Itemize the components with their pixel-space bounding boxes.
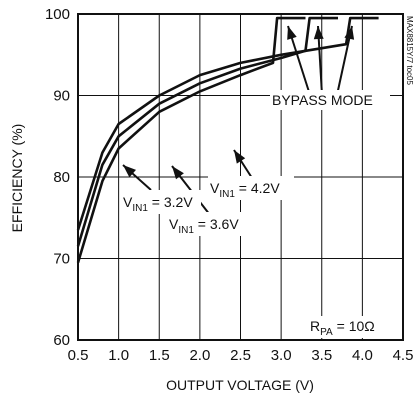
series-label-4-2v-prefix: V bbox=[210, 180, 220, 196]
y-tick-label: 60 bbox=[53, 332, 70, 349]
series-lines bbox=[76, 16, 379, 263]
series-label-3-2v: VIN1 = 3.2V bbox=[123, 194, 193, 214]
y-axis-title: EFFICIENCY (%) bbox=[9, 124, 25, 233]
series-label-3-2v-suffix: = 3.2V bbox=[148, 194, 193, 210]
x-tick-label: 4.5 bbox=[393, 347, 414, 364]
series-label-3-2v-prefix: V bbox=[123, 194, 133, 210]
label-bg-1 bbox=[121, 190, 201, 214]
y-tick-label: 80 bbox=[53, 169, 70, 186]
x-tick-label: 4.0 bbox=[352, 347, 373, 364]
x-tick-label: 1.5 bbox=[149, 347, 170, 364]
series-label-4-2v-sub: IN1 bbox=[219, 189, 235, 200]
x-tick-label: 1.0 bbox=[108, 347, 129, 364]
annotation-labels: VIN1 = 4.2V VIN1 = 3.6V VIN1 = 3.2V BYPA… bbox=[121, 90, 390, 338]
arrow-vin-4-2v-head bbox=[234, 150, 246, 164]
arrow-bypass-1-head bbox=[287, 26, 297, 40]
arrow-bypass-3-head bbox=[344, 26, 355, 40]
series-label-3-6v-suffix: = 3.6V bbox=[194, 216, 239, 232]
arrow-bypass-2-head bbox=[313, 26, 324, 40]
label-bg-3 bbox=[208, 176, 294, 200]
series-label-3-6v-sub: IN1 bbox=[178, 225, 194, 236]
rpa-suffix: = 10Ω bbox=[333, 318, 375, 334]
x-tick-label: 3.0 bbox=[271, 347, 292, 364]
x-tick-labels: 0.5 1.0 1.5 2.0 2.5 3.0 3.5 4.0 4.5 bbox=[68, 347, 414, 364]
rpa-sub: PA bbox=[320, 327, 333, 338]
arrow-vin-3-6v-head bbox=[172, 166, 184, 180]
series-label-3-6v: VIN1 = 3.6V bbox=[169, 216, 239, 236]
y-tick-label: 100 bbox=[45, 6, 70, 23]
x-tick-label: 2.0 bbox=[189, 347, 210, 364]
bypass-mode-label: BYPASS MODE bbox=[272, 92, 373, 108]
x-tick-label: 2.5 bbox=[230, 347, 251, 364]
label-bg-2 bbox=[167, 212, 253, 236]
series-line-2 bbox=[76, 16, 338, 247]
side-reference-label: MAX8815Y/7 toc05 bbox=[405, 16, 414, 85]
x-tick-label: 3.5 bbox=[311, 347, 332, 364]
series-label-4-2v: VIN1 = 4.2V bbox=[210, 180, 280, 200]
label-bg-bypass bbox=[270, 90, 390, 110]
annotation-arrows bbox=[122, 25, 355, 216]
arrow-vin-3-2v-head bbox=[123, 165, 136, 178]
rpa-prefix: R bbox=[310, 318, 320, 334]
series-label-4-2v-suffix: = 4.2V bbox=[235, 180, 280, 196]
y-tick-label: 90 bbox=[53, 88, 70, 105]
label-bg-rpa bbox=[308, 316, 388, 338]
series-label-3-2v-sub: IN1 bbox=[132, 203, 148, 214]
series-line-3 bbox=[76, 16, 379, 231]
series-line-1 bbox=[76, 16, 306, 263]
rpa-label: RPA = 10Ω bbox=[310, 318, 375, 338]
y-tick-label: 70 bbox=[53, 251, 70, 268]
x-axis-title: OUTPUT VOLTAGE (V) bbox=[166, 377, 314, 393]
plot-frame bbox=[77, 13, 404, 341]
y-tick-labels: 60 70 80 90 100 bbox=[45, 6, 70, 349]
series-label-3-6v-prefix: V bbox=[169, 216, 179, 232]
x-tick-label: 0.5 bbox=[68, 347, 89, 364]
